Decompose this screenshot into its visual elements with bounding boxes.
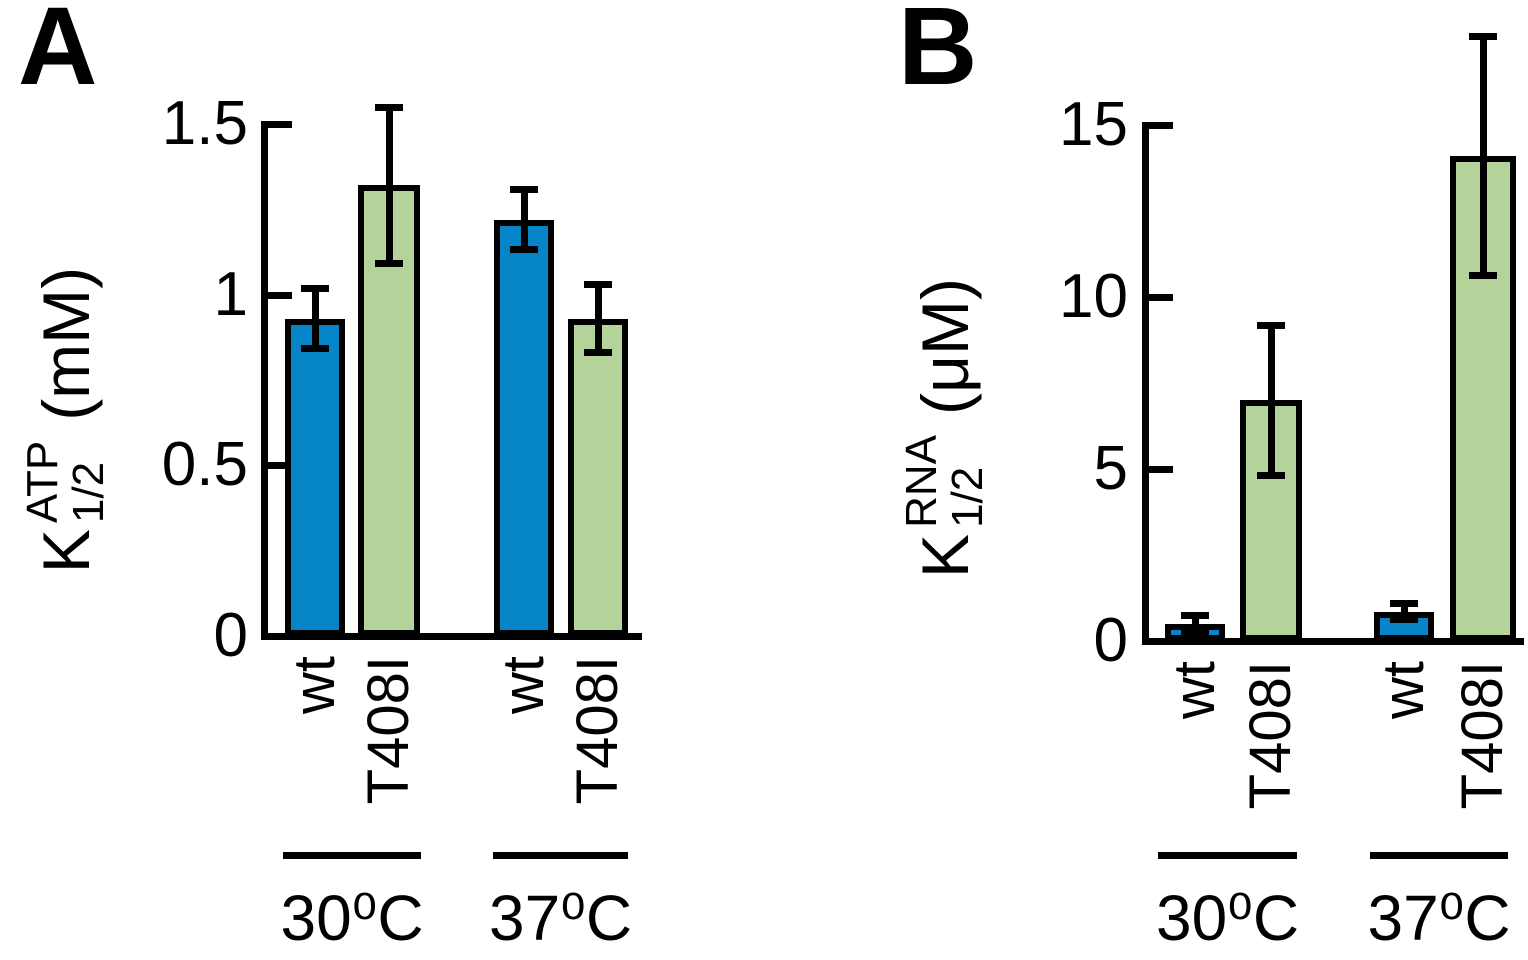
y-axis-tick — [268, 291, 292, 299]
error-bar-cap-top — [375, 103, 403, 111]
y-tick-label: 10 — [1059, 262, 1128, 331]
y-tick-label: 1.5 — [161, 89, 248, 158]
error-bar-cap-bottom — [1181, 628, 1209, 636]
error-bar-cap-top — [584, 281, 612, 289]
y-tick-label: 15 — [1059, 90, 1128, 159]
x-category-label: T408I — [356, 656, 421, 805]
group-underline — [1370, 852, 1508, 859]
error-bar-line — [1401, 603, 1408, 621]
y-axis-tick — [1149, 294, 1173, 301]
error-bar-cap-top — [1390, 600, 1418, 608]
x-category-label: T408I — [1238, 661, 1303, 810]
y-tick-label: 1 — [213, 259, 248, 329]
panel-b-label: B — [898, 0, 977, 108]
error-bar-line — [1268, 324, 1275, 476]
y-tick-label: 5 — [1093, 434, 1128, 503]
x-axis-line — [261, 633, 642, 640]
y-axis-tick — [268, 121, 292, 128]
bar-wt — [494, 219, 554, 636]
x-category-label: wt — [491, 656, 556, 714]
y-axis-tick — [1149, 466, 1173, 473]
y-axis-tick — [1149, 122, 1173, 129]
error-bar-cap-bottom — [584, 348, 612, 356]
x-category-label: T408I — [565, 656, 630, 805]
temperature-label: 37⁰C — [1367, 882, 1511, 954]
y-axis-tick — [268, 462, 292, 470]
error-bar-cap-top — [1469, 32, 1497, 40]
error-bar-cap-top — [1257, 321, 1285, 329]
error-bar-cap-bottom — [1469, 272, 1497, 280]
x-category-label: wt — [282, 656, 347, 714]
temperature-label: 30⁰C — [1155, 882, 1300, 954]
error-bar-line — [386, 106, 393, 264]
temperature-label: 30⁰C — [280, 882, 424, 954]
error-bar-cap-bottom — [301, 345, 329, 353]
group-underline — [493, 852, 628, 859]
bar-wt — [285, 318, 345, 636]
error-bar-cap-bottom — [510, 246, 538, 254]
error-bar-cap-top — [1181, 612, 1209, 620]
y-axis-symbol: K — [908, 533, 982, 578]
error-bar-line — [1480, 35, 1487, 277]
group-underline — [1158, 852, 1297, 859]
panel-a-label: A — [18, 0, 97, 108]
x-category-label: T408I — [1450, 661, 1515, 810]
group-underline — [283, 852, 421, 859]
y-axis-line — [261, 121, 268, 640]
x-axis-line — [1142, 638, 1524, 645]
y-axis-line — [1142, 122, 1149, 645]
y-tick-label: 0 — [213, 601, 248, 670]
error-bar-cap-bottom — [1390, 616, 1418, 624]
error-bar-line — [312, 287, 319, 350]
bar-T408I — [568, 318, 628, 636]
error-bar-cap-bottom — [375, 259, 403, 267]
temperature-label: 37⁰C — [488, 882, 633, 954]
x-category-label: wt — [1371, 661, 1436, 719]
error-bar-cap-bottom — [1257, 471, 1285, 479]
error-bar-line — [595, 284, 602, 353]
y-axis-superscript: RNA — [897, 435, 946, 528]
y-tick-label: 0.5 — [161, 430, 248, 500]
y-tick-label: 0 — [1093, 606, 1128, 675]
error-bar-line — [1192, 615, 1199, 633]
error-bar-cap-top — [510, 185, 538, 193]
error-bar-line — [521, 188, 528, 251]
y-axis-superscript: ATP — [18, 440, 67, 524]
error-bar-cap-top — [301, 284, 329, 292]
y-axis-symbol: K — [29, 529, 103, 574]
x-category-label: wt — [1162, 661, 1227, 719]
